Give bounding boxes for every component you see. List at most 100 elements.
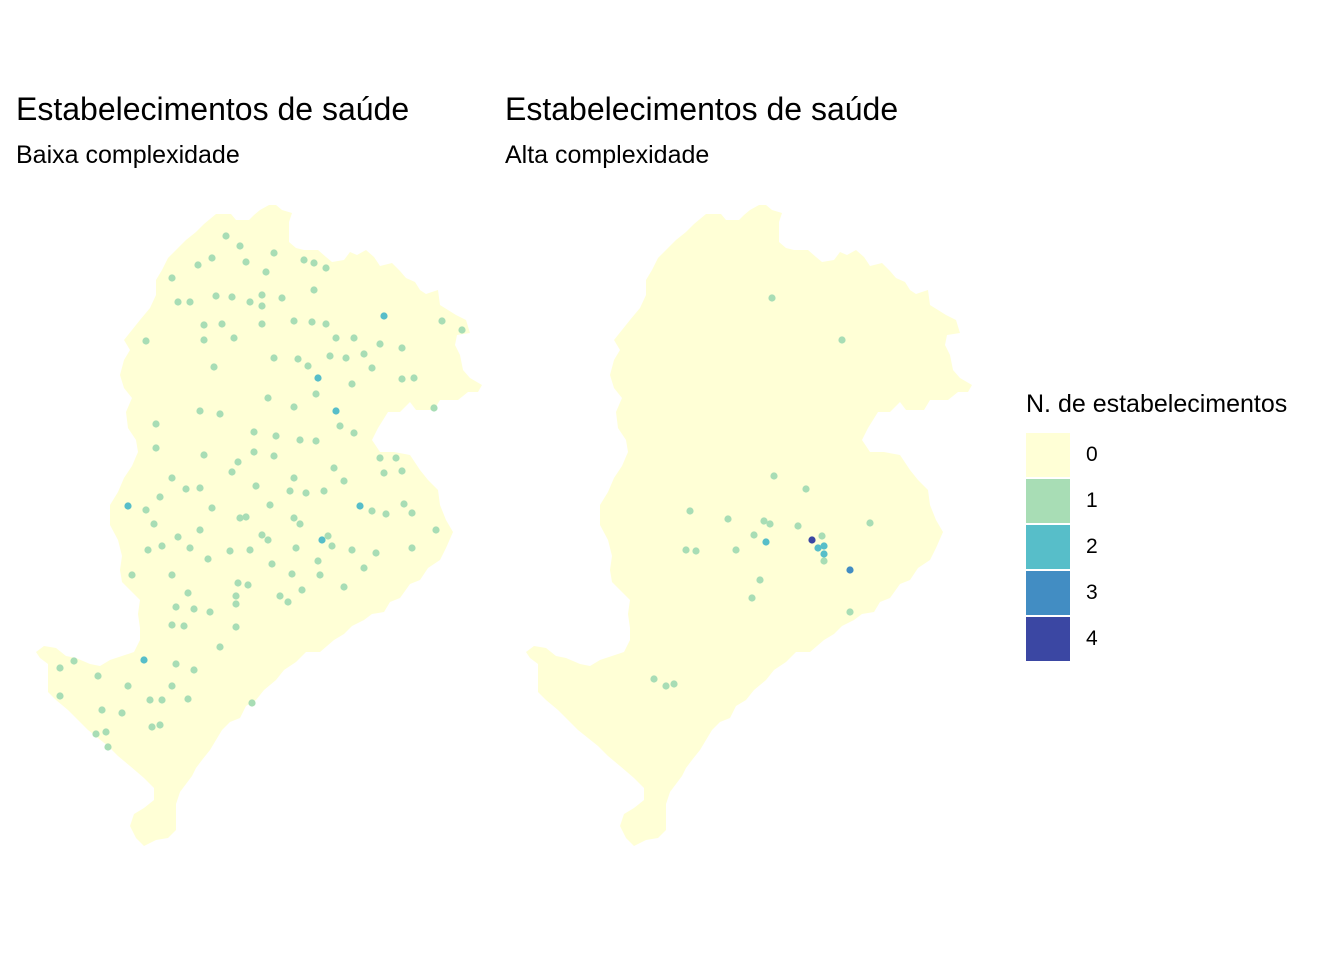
hexagon-cell bbox=[142, 506, 150, 514]
panel-right-title: Estabelecimentos de saúde bbox=[505, 91, 899, 127]
hexagon-cell bbox=[300, 256, 308, 264]
panel-left-title: Estabelecimentos de saúde bbox=[16, 91, 410, 127]
hexagon-cell bbox=[258, 531, 266, 539]
hexagon-cell bbox=[298, 586, 306, 594]
hexagon-cell bbox=[70, 657, 78, 665]
hexagon-cell bbox=[190, 666, 198, 674]
hexagon-cell bbox=[294, 355, 302, 363]
legend-label-3: 3 bbox=[1086, 581, 1098, 604]
hexagon-cell bbox=[284, 598, 292, 606]
map-alta-complexidade bbox=[526, 205, 972, 846]
hexagon-cell bbox=[258, 302, 266, 310]
hexagon-cell bbox=[368, 364, 376, 372]
hexagon-cell bbox=[168, 474, 176, 482]
hexagon-cell bbox=[310, 259, 318, 267]
hexagon-cell bbox=[150, 520, 158, 528]
hexagon-cell bbox=[186, 544, 194, 552]
legend: N. de estabelecimentos 0 1 2 3 4 bbox=[1026, 390, 1287, 663]
hexagon-cell bbox=[360, 350, 368, 358]
hexagon-cell bbox=[252, 482, 260, 490]
hexagon-cell bbox=[748, 594, 756, 602]
hexagon-cell bbox=[270, 354, 278, 362]
hexagon-cell bbox=[168, 274, 176, 282]
hexagon-cell bbox=[314, 557, 322, 565]
hexagon-cell bbox=[288, 570, 296, 578]
hexagon-cell bbox=[750, 531, 758, 539]
hexagon-cell bbox=[392, 454, 400, 462]
legend-swatch-0 bbox=[1026, 433, 1070, 477]
hexagon-cell bbox=[332, 407, 340, 415]
hexagon-cell bbox=[398, 375, 406, 383]
hexagon-cell bbox=[732, 546, 740, 554]
hexagon-cell bbox=[820, 542, 828, 550]
hexagon-cell bbox=[118, 709, 126, 717]
hexagon-cell bbox=[168, 571, 176, 579]
hexagon-cell bbox=[148, 723, 156, 731]
hexagon-cell bbox=[232, 623, 240, 631]
hexagon-cell bbox=[262, 268, 270, 276]
hexagon-cell bbox=[56, 664, 64, 672]
region-shape bbox=[36, 205, 482, 846]
hexagon-cell bbox=[196, 484, 204, 492]
hexagon-cell bbox=[212, 292, 220, 300]
hexagon-cell bbox=[350, 429, 358, 437]
hexagon-cell bbox=[332, 334, 340, 342]
hexagon-cell bbox=[314, 374, 322, 382]
hexagon-cell bbox=[304, 362, 312, 370]
hexagon-cell bbox=[270, 452, 278, 460]
hexagon-cell bbox=[818, 532, 826, 540]
hexagon-cell bbox=[190, 605, 198, 613]
hexagon-cell bbox=[194, 261, 202, 269]
hexagon-cell bbox=[662, 682, 670, 690]
hexagon-cell bbox=[756, 576, 764, 584]
hexagon-cell bbox=[152, 420, 160, 428]
hexagon-cell bbox=[350, 334, 358, 342]
hexagon-cell bbox=[316, 571, 324, 579]
legend-label-2: 2 bbox=[1086, 535, 1098, 558]
hexagon-cell bbox=[98, 706, 106, 714]
panel-left-subtitle: Baixa complexidade bbox=[16, 141, 240, 169]
hexagon-cell bbox=[174, 533, 182, 541]
hexagon-cell bbox=[242, 258, 250, 266]
hexagon-cell bbox=[340, 477, 348, 485]
hexagon-cell bbox=[258, 320, 266, 328]
hexagon-cell bbox=[296, 436, 304, 444]
hexagon-cell bbox=[380, 469, 388, 477]
hexagon-cell bbox=[342, 354, 350, 362]
hexagon-cell bbox=[760, 517, 768, 525]
hexagon-cell bbox=[324, 532, 332, 540]
hexagon-cell bbox=[372, 549, 380, 557]
hexagon-cell bbox=[146, 696, 154, 704]
hexagon-cell bbox=[410, 374, 418, 382]
hexagon-cell bbox=[200, 451, 208, 459]
hexagon-cell bbox=[222, 232, 230, 240]
hexagon-cell bbox=[846, 566, 854, 574]
hexagon-cell bbox=[184, 695, 192, 703]
hexagon-cell bbox=[228, 468, 236, 476]
hexagon-cell bbox=[208, 254, 216, 262]
hexagon-cell bbox=[846, 608, 854, 616]
hexagon-cell bbox=[234, 458, 242, 466]
hexagon-cell bbox=[308, 318, 316, 326]
hexagon-cell bbox=[356, 502, 364, 510]
hexagon-cell bbox=[156, 493, 164, 501]
hexagon-cell bbox=[158, 696, 166, 704]
hexagon-cell bbox=[382, 510, 390, 518]
hexagon-cell bbox=[234, 579, 242, 587]
hexagon-cell bbox=[258, 291, 266, 299]
hexagon-cell bbox=[290, 317, 298, 325]
hexagon-cell bbox=[408, 509, 416, 517]
hexagon-cell bbox=[56, 692, 64, 700]
hexagon-cell bbox=[94, 672, 102, 680]
hexagon-cell bbox=[102, 728, 110, 736]
hexagon-cell bbox=[820, 550, 828, 558]
legend-item-0: 0 bbox=[1026, 433, 1287, 477]
hexagon-cell bbox=[264, 536, 272, 544]
hexagon-cell bbox=[278, 294, 286, 302]
hexagon-cell bbox=[200, 336, 208, 344]
hexagon-cell bbox=[140, 656, 148, 664]
hexagon-cell bbox=[196, 407, 204, 415]
hexagon-cell bbox=[174, 298, 182, 306]
hexagon-cell bbox=[180, 622, 188, 630]
hexagon-cell bbox=[246, 546, 254, 554]
